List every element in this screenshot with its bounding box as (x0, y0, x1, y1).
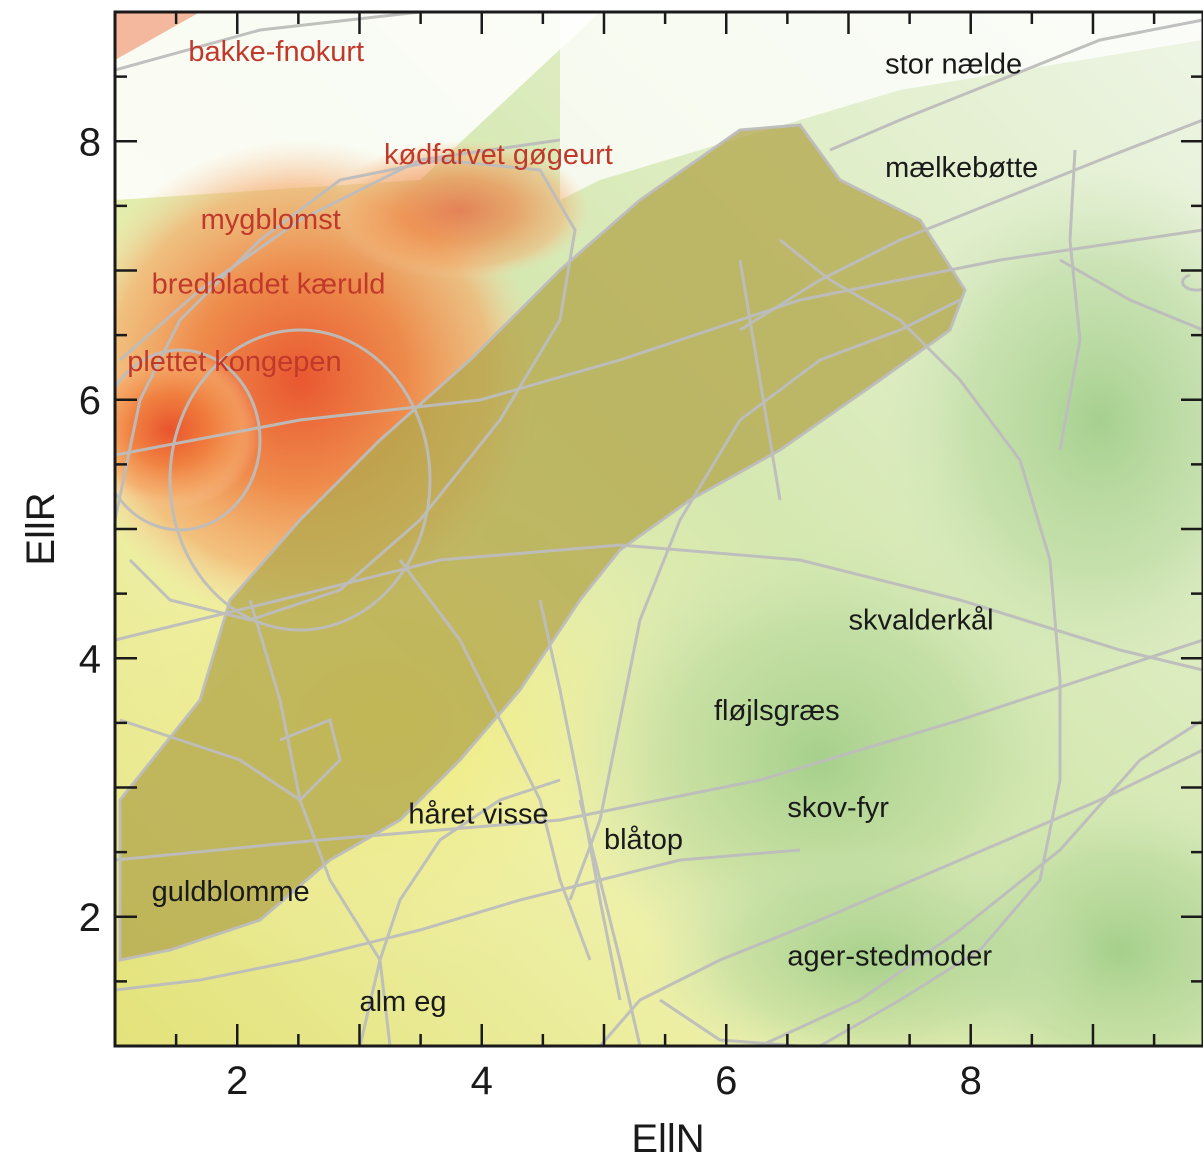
y-tick-label: 2 (79, 896, 101, 940)
species-label: alm eg (359, 986, 446, 1018)
x-tick-label: 2 (226, 1059, 248, 1103)
y-tick-label: 6 (79, 379, 101, 423)
axis-tick-labels: 2 4 6 8 2 4 6 8 (79, 120, 982, 1103)
axis-ticks (113, 10, 1203, 1048)
species-label: håret visse (408, 798, 548, 830)
y-tick-label: 4 (79, 637, 101, 681)
x-tick-label: 6 (715, 1059, 737, 1103)
x-axis-label: EllN (631, 1117, 704, 1157)
species-label: ager-stedmoder (787, 941, 992, 973)
species-label: skvalderkål (848, 604, 993, 636)
x-tick-label: 4 (471, 1059, 493, 1103)
species-label: skov-fyr (787, 792, 889, 824)
species-label: bredbladet kæruld (152, 268, 386, 300)
species-label: blåtop (604, 824, 683, 856)
species-label: guldblomme (152, 876, 310, 908)
y-tick-label: 8 (79, 120, 101, 164)
species-label: stor nælde (885, 49, 1022, 81)
species-label: kødfarvet gøgeurt (384, 139, 613, 171)
species-label: plettet kongepen (127, 346, 341, 378)
y-axis-label: EllR (19, 492, 63, 565)
contour-lines (115, 12, 1203, 1046)
species-labels: bakke-fnokurt kødfarvet gøgeurt mygblomst b… (127, 36, 1038, 1018)
x-tick-label: 8 (960, 1059, 982, 1103)
species-label: fløjlsgræs (714, 695, 840, 727)
species-label: mygblomst (201, 204, 341, 236)
species-label: bakke-fnokurt (188, 36, 364, 68)
species-label: mælkebøtte (885, 152, 1038, 184)
